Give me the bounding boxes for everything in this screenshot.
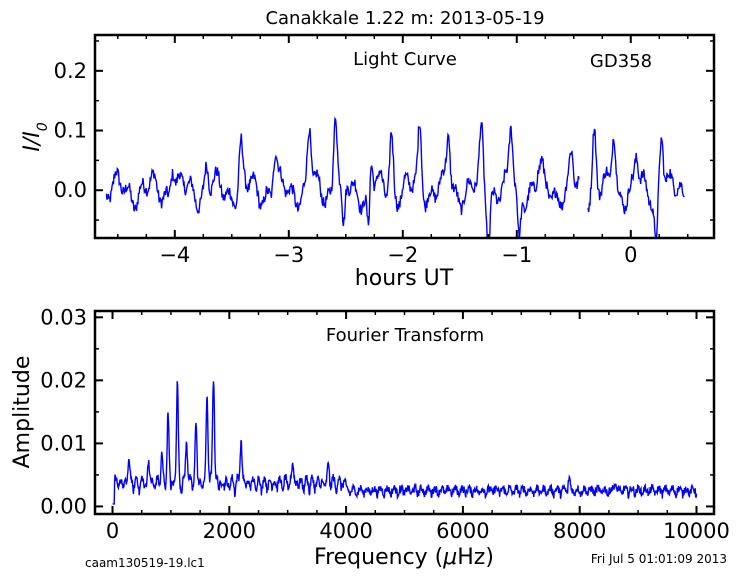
x-tick-label: 6000 bbox=[436, 519, 489, 543]
footer-timestamp: Fri Jul 5 01:01:09 2013 bbox=[591, 552, 727, 566]
fourier-panel: 0 2000 4000 6000 8000 10000 0.00 0.01 0.02 0.03 F… bbox=[10, 305, 730, 570]
x-tick-label: 2000 bbox=[203, 519, 256, 543]
y-tick-label: 0.0 bbox=[54, 178, 87, 202]
y-tick-label: 0.00 bbox=[40, 494, 87, 518]
star-label: GD358 bbox=[590, 51, 652, 72]
light-curve-y-axis-label: I/I0 bbox=[20, 122, 51, 151]
x-tick-label: −1 bbox=[501, 243, 532, 267]
light-curve-line bbox=[105, 116, 685, 238]
fourier-y-axis-label: Amplitude bbox=[10, 356, 35, 469]
light-curve-ticks: −4 −3 −2 −1 0 0.0 0.1 0.2 bbox=[54, 35, 714, 267]
x-tick-label: −3 bbox=[273, 243, 304, 267]
light-curve-panel: −4 −3 −2 −1 0 0.0 0.1 0.2 Light Curve GD358 hou… bbox=[20, 33, 716, 291]
x-tick-label: 8000 bbox=[553, 519, 606, 543]
fourier-label: Fourier Transform bbox=[326, 325, 484, 346]
x-tick-label: −2 bbox=[387, 243, 418, 267]
light-curve-frame bbox=[93, 33, 716, 240]
y-tick-label: 0.1 bbox=[54, 119, 87, 143]
figure-title: Canakkale 1.22 m: 2013-05-19 bbox=[265, 8, 544, 29]
footer-filename: caam130519-19.lc1 bbox=[85, 556, 205, 570]
fourier-ticks: 0 2000 4000 6000 8000 10000 0.00 0.01 0.02 0.03 bbox=[40, 305, 730, 543]
x-tick-label: 0 bbox=[624, 243, 637, 267]
y-tick-label: 0.2 bbox=[54, 59, 87, 83]
fourier-x-axis-label: Frequency (μHz) bbox=[314, 545, 494, 570]
y-tick-label: 0.01 bbox=[40, 431, 87, 455]
x-tick-label: 4000 bbox=[319, 519, 372, 543]
x-tick-label: 10000 bbox=[663, 519, 730, 543]
y-tick-label: 0.03 bbox=[40, 305, 87, 329]
fourier-line bbox=[112, 381, 698, 505]
x-tick-label: −4 bbox=[159, 243, 190, 267]
light-curve-x-axis-label: hours UT bbox=[355, 266, 454, 291]
x-tick-label: 0 bbox=[106, 519, 119, 543]
light-curve-label: Light Curve bbox=[353, 49, 457, 70]
y-tick-label: 0.02 bbox=[40, 368, 87, 392]
